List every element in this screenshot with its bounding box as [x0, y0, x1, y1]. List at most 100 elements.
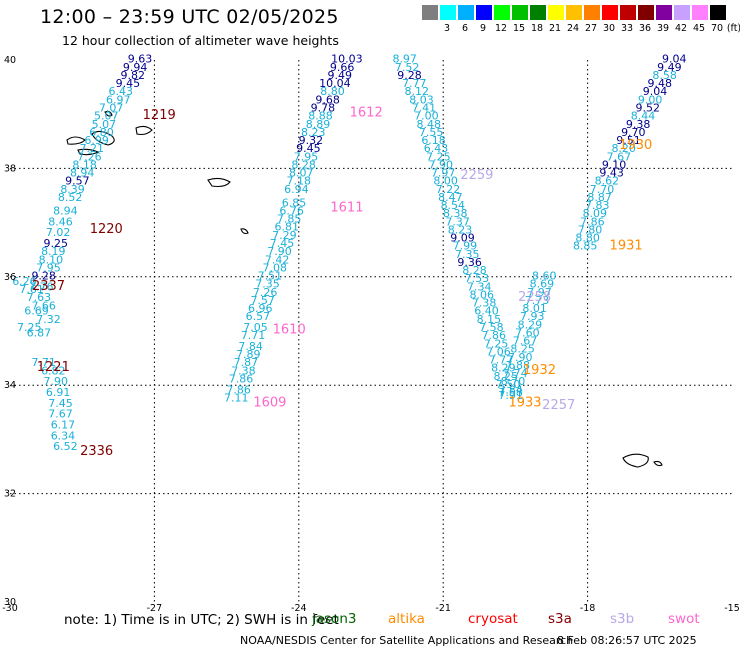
- swh-value: 6.43: [108, 85, 133, 98]
- swh-value: 7.67: [607, 150, 632, 163]
- legend-swatch: [638, 5, 654, 20]
- y-tick-label: 38: [4, 163, 16, 174]
- swh-value: 7.99: [453, 240, 478, 253]
- swh-value: 7.55: [419, 126, 444, 139]
- swh-value: 8.01: [522, 302, 547, 315]
- y-tick-label: 32: [4, 489, 16, 500]
- swh-value: 8.38: [443, 207, 468, 220]
- legend-label: 15: [512, 23, 526, 34]
- island-outline: [77, 148, 100, 156]
- swh-value: 7.90: [508, 351, 533, 364]
- swh-value: 6.81: [275, 221, 300, 234]
- legend-swatch: [710, 5, 726, 20]
- swh-value: 8.52: [58, 191, 83, 204]
- swh-value: 8.23: [301, 126, 326, 139]
- swh-value: 6.43: [424, 142, 449, 155]
- swh-value: 7.11: [224, 391, 249, 404]
- swh-value: 9.52: [636, 101, 661, 114]
- swh-value: 7.06: [486, 345, 511, 358]
- swh-value: 9.70: [621, 126, 646, 139]
- legend-swatch: [566, 5, 582, 20]
- track-pass-label: 1610: [273, 322, 306, 337]
- island-outline: [104, 110, 113, 117]
- swh-value: 7.77: [402, 77, 427, 90]
- swh-value: 7.71: [241, 329, 266, 342]
- swh-value: 8.94: [70, 167, 95, 180]
- legend-swatch: [530, 5, 546, 20]
- legend-label: 42: [674, 23, 688, 34]
- legend-unit: (ft): [726, 23, 740, 34]
- satellite-legend-item: s3b: [610, 611, 635, 627]
- legend-label: 27: [584, 23, 598, 34]
- swh-value: 9.25: [43, 237, 68, 250]
- swh-value: 7.05: [243, 321, 268, 334]
- swh-value: 8.12: [404, 85, 429, 98]
- swh-value: 7.83: [585, 199, 610, 212]
- legend-swatch: [692, 5, 708, 20]
- swh-value: 7.61: [19, 283, 44, 296]
- swh-value: 8.69: [530, 278, 555, 291]
- swh-value: 7.95: [36, 261, 61, 274]
- swh-value: 8.25: [494, 370, 519, 383]
- track-pass-label: 1220: [90, 222, 123, 237]
- track-pass-label: 1221: [37, 360, 70, 375]
- swh-value: 8.00: [433, 175, 458, 188]
- legend-label: 18: [530, 23, 544, 34]
- swh-value: 8.54: [441, 199, 466, 212]
- track-pass-label: 1219: [143, 108, 176, 123]
- swh-value: 8.29: [491, 362, 516, 375]
- y-tick-label: 30: [4, 597, 16, 608]
- swh-value: 7.67: [48, 408, 73, 421]
- swh-value: 8.87: [587, 191, 612, 204]
- swh-value: 7.26: [77, 150, 102, 163]
- swh-value: 8.94: [53, 204, 78, 217]
- swh-value: 7.85: [277, 213, 302, 226]
- legend-swatch: [602, 5, 618, 20]
- swh-value: 7.18: [287, 175, 312, 188]
- swh-value: 8.60: [532, 270, 557, 283]
- swh-value: 9.00: [638, 93, 663, 106]
- track-pass-label: 1931: [610, 238, 643, 253]
- swh-value: 7.21: [80, 142, 105, 155]
- swh-value: 7.51: [258, 270, 283, 283]
- legend-label: 70: [710, 23, 724, 34]
- swh-value: 6.85: [282, 196, 307, 209]
- y-tick-label: 34: [4, 380, 16, 391]
- swh-value: 8.03: [409, 93, 434, 106]
- swh-value: 7.86: [580, 215, 605, 228]
- swh-value: 7.95: [294, 150, 319, 163]
- swh-value: 8.89: [306, 118, 331, 131]
- swh-value: 7.86: [481, 329, 506, 342]
- swh-value: 7.45: [270, 237, 295, 250]
- swh-value: 7.77: [489, 354, 514, 367]
- satellite-legend-item: altika: [388, 611, 425, 627]
- swh-value: 7.86: [226, 383, 251, 396]
- swh-value: 7.90: [267, 245, 292, 258]
- swh-value: 10.04: [319, 77, 351, 90]
- x-tick-label: -30: [2, 603, 18, 614]
- swh-value: 7.53: [465, 272, 490, 285]
- swh-value: 7.84: [498, 383, 523, 396]
- swh-value: 7.90: [429, 158, 454, 171]
- track-pass-label: 2259: [460, 168, 493, 183]
- swh-value: 7.22: [436, 183, 461, 196]
- swh-value: 7.80: [578, 223, 603, 236]
- swh-value: 9.57: [65, 175, 90, 188]
- swh-value: 9.68: [315, 93, 340, 106]
- swh-value: 6.69: [24, 305, 49, 318]
- swh-value: 8.29: [518, 318, 543, 331]
- swh-value: 7.42: [265, 253, 290, 266]
- swh-value: 7.89: [236, 348, 261, 361]
- page-title: 12:00 – 23:59 UTC 02/05/2025: [40, 6, 339, 28]
- swh-value: 7.76: [29, 280, 54, 293]
- swh-value: 7.41: [412, 101, 437, 114]
- swh-value: 9.10: [602, 158, 627, 171]
- swh-value: 6.82: [41, 364, 66, 377]
- swh-value: 7.34: [467, 280, 492, 293]
- swh-value: 7.60: [515, 326, 540, 339]
- swh-value: 6.40: [474, 305, 499, 318]
- swh-value: 8.28: [291, 158, 316, 171]
- swh-value: 7.86: [229, 372, 254, 385]
- swh-value: 8.58: [652, 69, 677, 82]
- island-outline: [622, 453, 649, 468]
